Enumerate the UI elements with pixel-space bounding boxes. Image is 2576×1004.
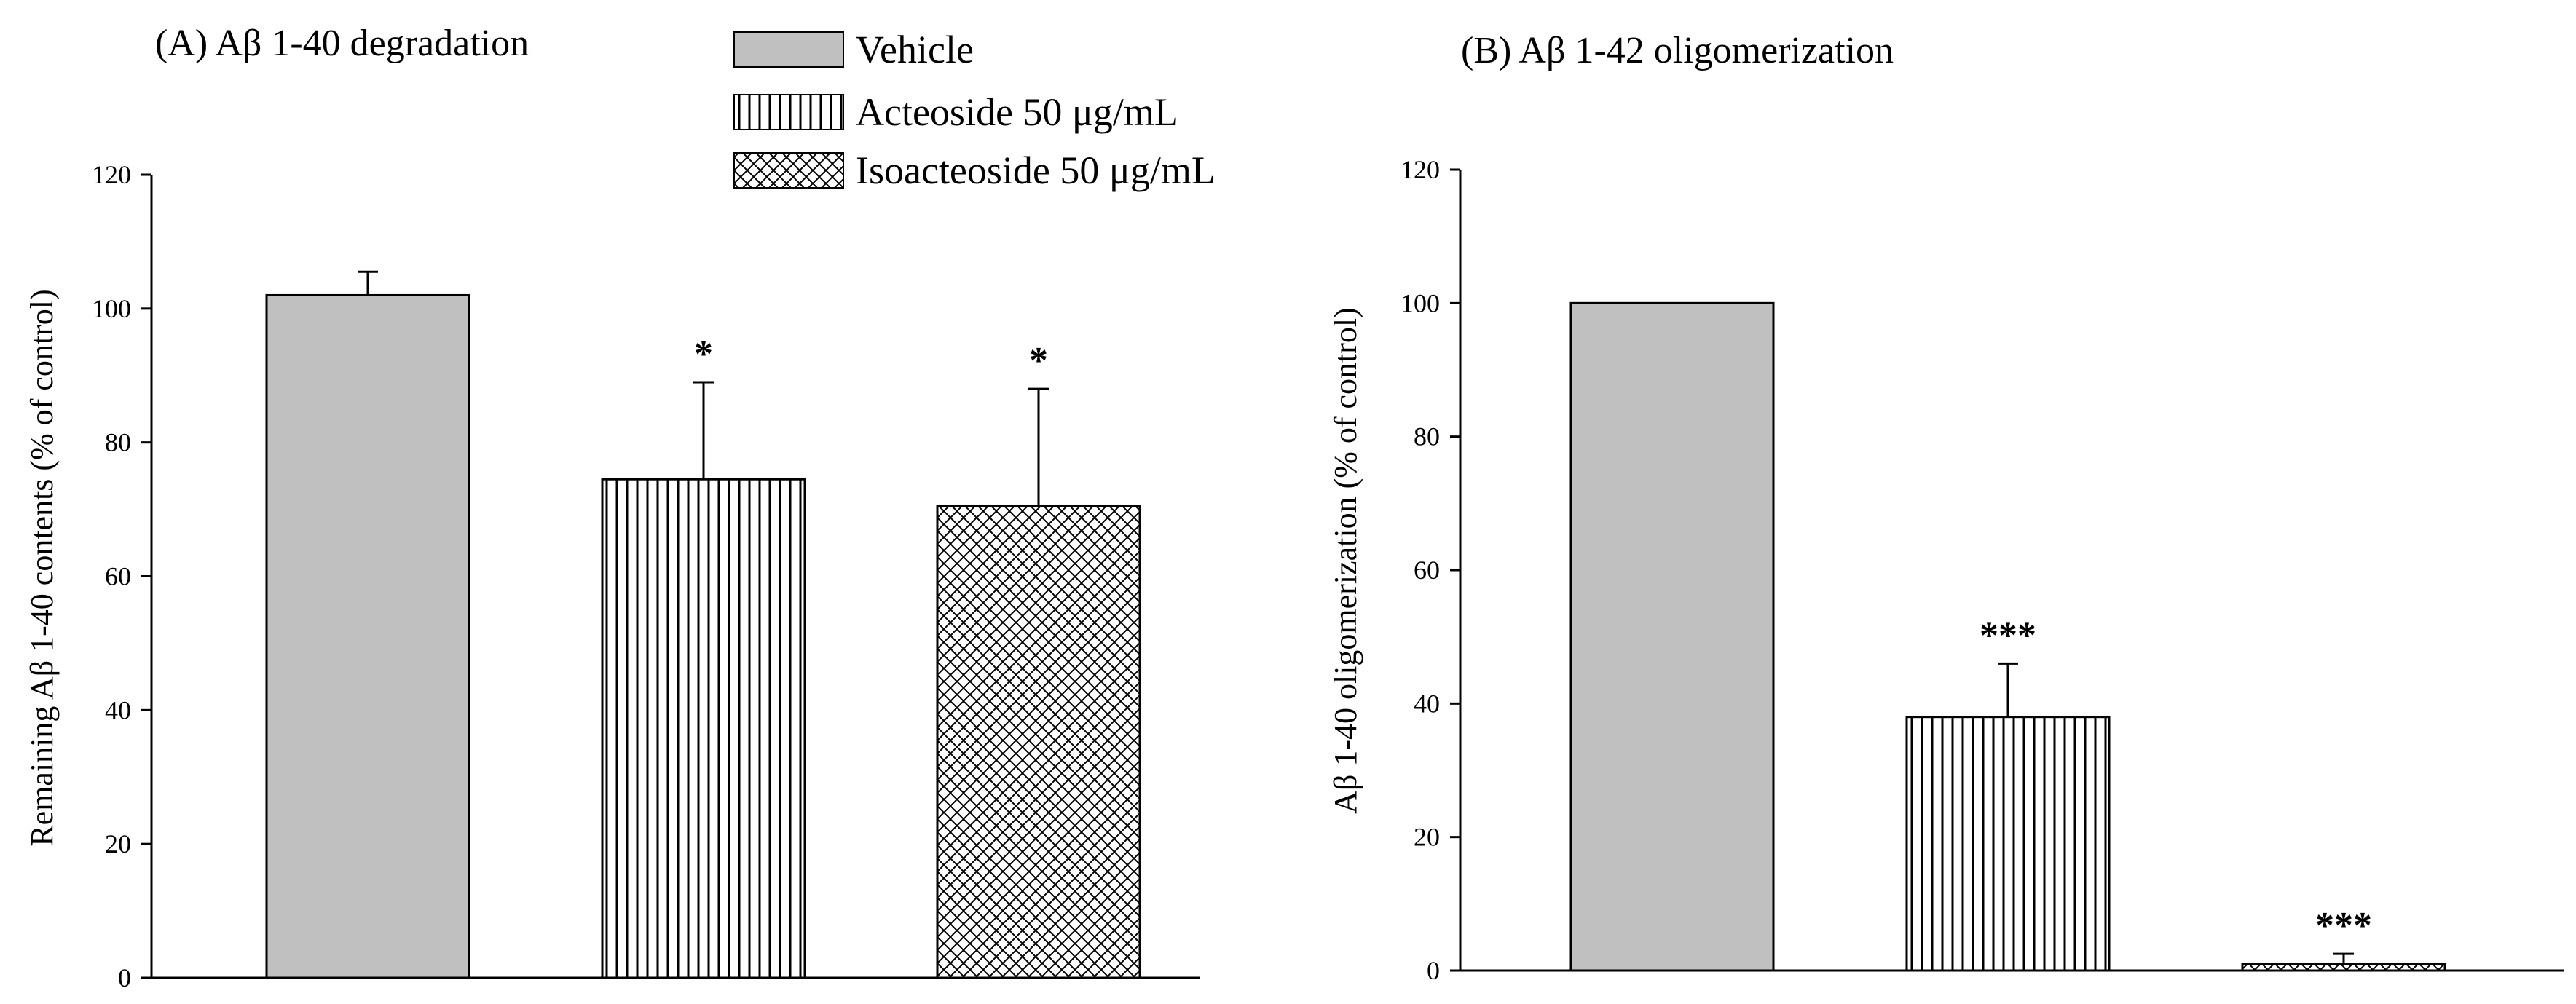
panel-b-y-tick-label: 120 — [1401, 155, 1440, 184]
panel-a-bar-0 — [265, 293, 470, 979]
panel-b-y-ticks: 0 20 40 60 80 100 120 — [1401, 155, 1460, 985]
panel-b-y-tick-label: 40 — [1414, 689, 1440, 718]
panel-b-y-tick-label: 100 — [1401, 288, 1440, 317]
panel-a-y-tick-label: 120 — [92, 160, 131, 189]
panel-b-y-tick-label: 20 — [1414, 823, 1440, 852]
panel-b-y-axis-title: Aβ 1-40 oligomerization (% of control) — [1328, 307, 1363, 814]
legend: Vehicle Acteoside 50 μg/mL Isoacteoside … — [733, 28, 1216, 192]
panel-a-y-tick-label: 0 — [118, 963, 131, 992]
panel-b-bars: *** *** — [1569, 301, 2446, 972]
panel-a-y-tick-label: 100 — [92, 294, 131, 323]
panel-b-chart: (B) Aβ 1-42 oligomerization Aβ 1-40 olig… — [1328, 30, 2564, 985]
legend-label-isoacteoside: Isoacteoside 50 μg/mL — [856, 149, 1216, 192]
legend-label-acteoside: Acteoside 50 μg/mL — [856, 90, 1178, 134]
panel-b-y-tick-label: 0 — [1427, 956, 1440, 985]
panel-a-significance-marker: * — [694, 333, 713, 375]
panel-a-y-ticks: 0 20 40 60 80 100 120 — [92, 160, 151, 992]
panel-b-y-tick-label: 80 — [1414, 422, 1440, 451]
legend-label-vehicle: Vehicle — [856, 28, 974, 71]
legend-swatch-acteoside — [733, 94, 844, 130]
panel-a-y-axis-title: Remaining Aβ 1-40 contents (% of control… — [24, 289, 60, 846]
panel-a-title: (A) Aβ 1-40 degradation — [155, 23, 529, 64]
panel-b-significance-marker: *** — [1980, 614, 2036, 656]
panel-a-bar-2 — [936, 505, 1141, 979]
panel-a-significance-marker: * — [1029, 340, 1048, 382]
panel-a-y-tick-label: 40 — [105, 695, 131, 724]
panel-a-y-tick-label: 80 — [105, 428, 131, 457]
legend-swatch-isoacteoside — [733, 152, 844, 189]
panel-a-y-tick-label: 60 — [105, 562, 131, 591]
panel-a-bar-1 — [601, 478, 806, 979]
panel-b-bar-1 — [1905, 716, 2111, 972]
panel-b-bar-0 — [1569, 301, 1775, 972]
panel-a-chart: (A) Aβ 1-40 degradation Remaining Aβ 1-4… — [24, 23, 1200, 992]
panel-b-y-tick-label: 60 — [1414, 556, 1440, 585]
legend-swatch-vehicle — [733, 31, 844, 68]
panel-a-bars: * * — [265, 270, 1141, 979]
panel-a-y-tick-label: 20 — [105, 829, 131, 858]
panel-b-title: (B) Aβ 1-42 oligomerization — [1461, 30, 1894, 71]
panel-b-significance-marker: *** — [2315, 905, 2372, 946]
